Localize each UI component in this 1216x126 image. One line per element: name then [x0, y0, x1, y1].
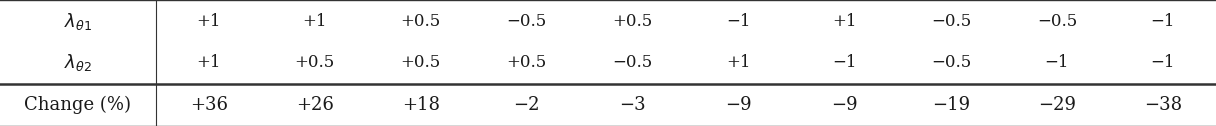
Text: $\lambda_{\theta2}$: $\lambda_{\theta2}$: [64, 53, 91, 73]
Text: −38: −38: [1144, 96, 1182, 114]
Text: −0.5: −0.5: [613, 55, 653, 71]
Text: $\lambda_{\theta1}$: $\lambda_{\theta1}$: [63, 10, 92, 32]
Text: Change (%): Change (%): [24, 96, 131, 114]
Text: −1: −1: [833, 55, 857, 71]
Text: +36: +36: [190, 96, 227, 114]
Text: −1: −1: [1045, 55, 1069, 71]
Text: −2: −2: [513, 96, 540, 114]
Text: +0.5: +0.5: [507, 55, 547, 71]
Text: −19: −19: [931, 96, 970, 114]
Text: +18: +18: [401, 96, 440, 114]
Text: +1: +1: [197, 55, 221, 71]
Text: +1: +1: [833, 12, 857, 29]
Text: +0.5: +0.5: [400, 55, 441, 71]
Text: −1: −1: [1150, 12, 1175, 29]
Text: +1: +1: [197, 12, 221, 29]
Text: −0.5: −0.5: [930, 55, 972, 71]
Text: −9: −9: [726, 96, 753, 114]
Text: +0.5: +0.5: [400, 12, 441, 29]
Text: −1: −1: [1150, 55, 1175, 71]
Text: +26: +26: [295, 96, 333, 114]
Text: +0.5: +0.5: [613, 12, 653, 29]
Text: −9: −9: [832, 96, 858, 114]
Text: −0.5: −0.5: [1037, 12, 1077, 29]
Text: −3: −3: [619, 96, 646, 114]
Text: −29: −29: [1038, 96, 1076, 114]
Text: −0.5: −0.5: [930, 12, 972, 29]
Text: +1: +1: [303, 12, 327, 29]
Text: +0.5: +0.5: [294, 55, 334, 71]
Text: +1: +1: [727, 55, 751, 71]
Text: −1: −1: [727, 12, 751, 29]
Text: −0.5: −0.5: [507, 12, 547, 29]
